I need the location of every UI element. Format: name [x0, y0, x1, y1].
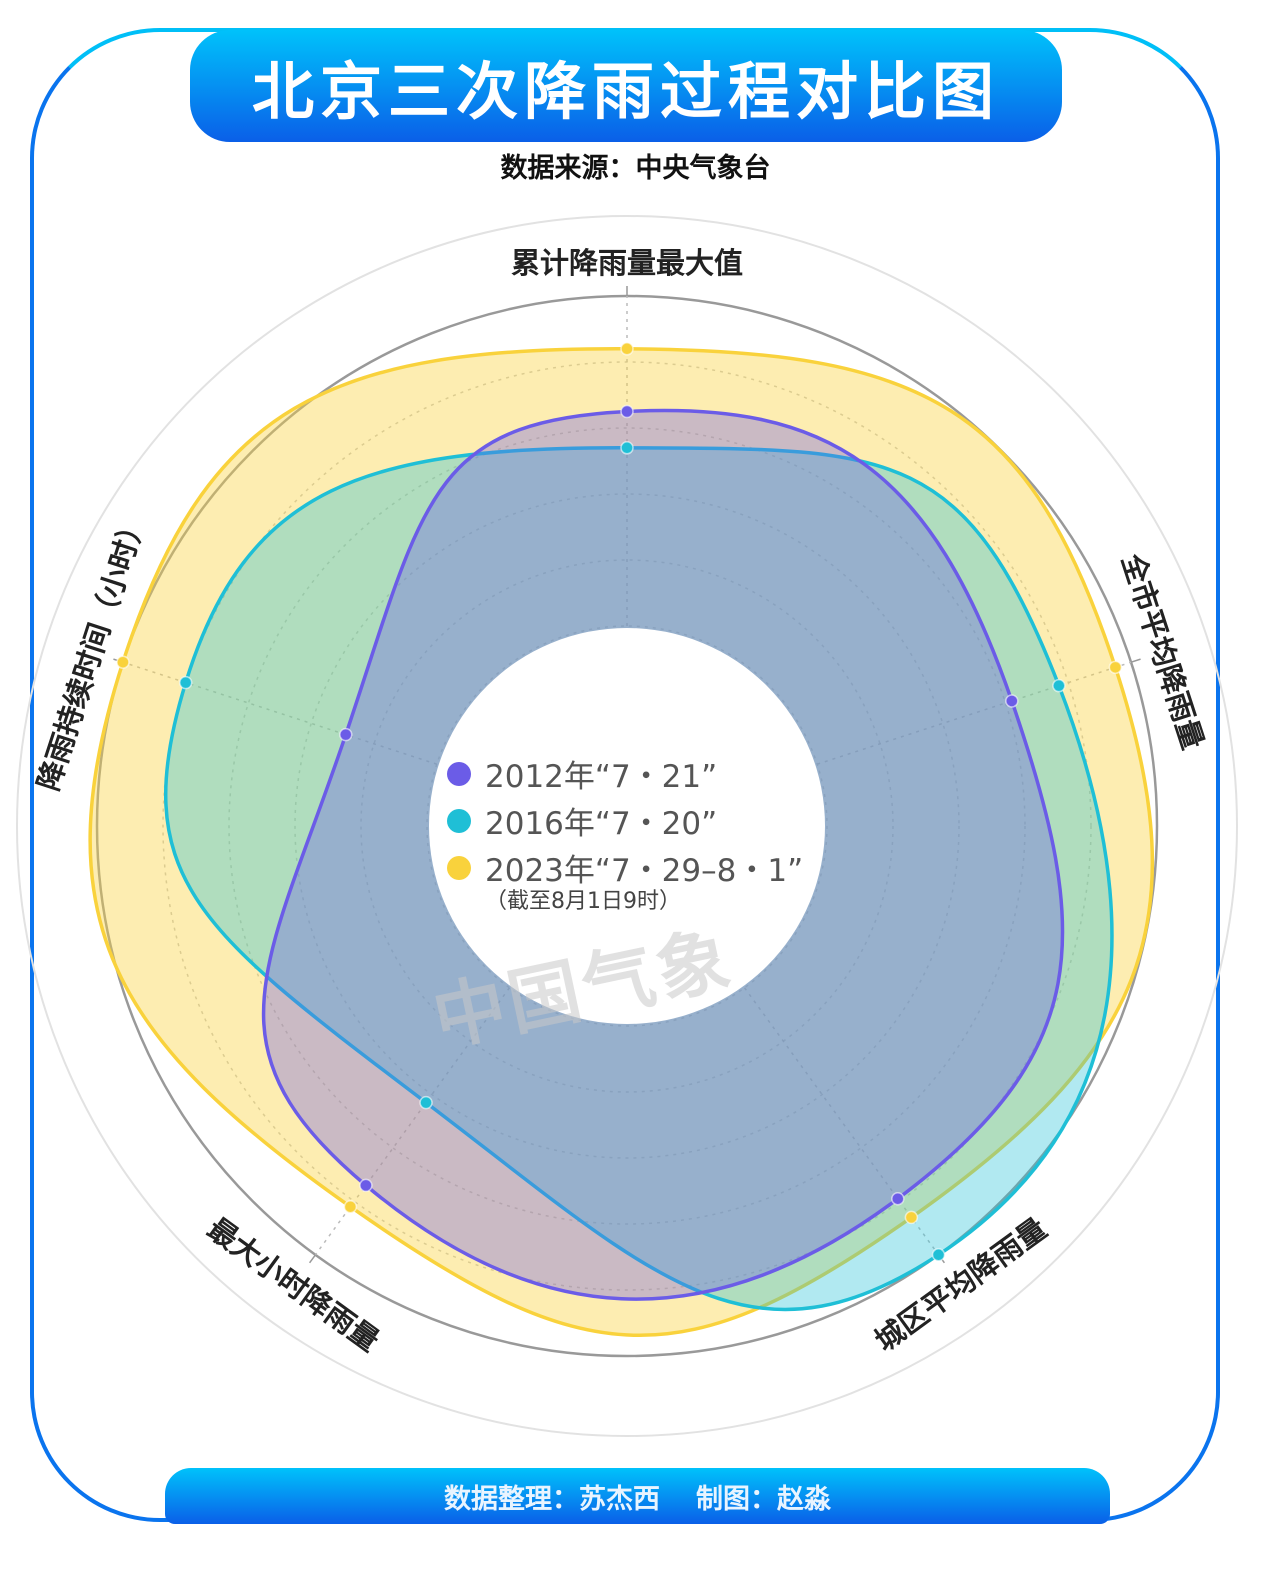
legend-item-2023: 2023年“7・29–8・1” [447, 844, 803, 891]
outer-ring [16, 215, 1238, 1437]
grid-ring [360, 559, 894, 1093]
legend-dot-2016 [447, 808, 471, 833]
legend: 2012年“7・21” 2016年“7・20” 2023年“7・29–8・1” … [447, 750, 803, 915]
data-point-2-3 [343, 1199, 358, 1214]
data-point-0-1 [1005, 694, 1019, 708]
grid-ring [228, 427, 1026, 1225]
legend-item-2016: 2016年“7・20” [447, 797, 803, 844]
data-point-2-1 [1108, 660, 1123, 675]
data-point-0-0 [620, 404, 634, 419]
data-point-1-4 [178, 675, 193, 690]
data-point-0-4 [339, 727, 353, 742]
data-credit: 数据整理：苏杰西 [444, 1483, 660, 1515]
legend-label-2012: 2012年“7・21” [485, 759, 718, 795]
chart-title: 北京三次降雨过程对比图 [251, 55, 1000, 128]
data-source: 数据来源：中央气象台 [500, 153, 771, 184]
data-point-0-2 [891, 1191, 905, 1206]
data-point-1-3 [419, 1095, 433, 1110]
legend-label-2016: 2016年“7・20” [485, 806, 718, 842]
legend-note-2023: （截至8月1日9时） [485, 889, 681, 914]
axis-line [122, 661, 438, 765]
data-point-2-2 [904, 1210, 919, 1225]
legend-item-2012: 2012年“7・21” [447, 750, 803, 797]
data-point-2-0 [620, 342, 634, 356]
legend-label-2023: 2023年“7・29–8・1” [485, 853, 804, 889]
center-hole [429, 628, 825, 1024]
grid-ring [294, 493, 960, 1159]
legend-dot-2012 [447, 761, 471, 786]
axis-line [816, 661, 1132, 765]
axis-line [743, 987, 940, 1256]
data-point-1-0 [620, 441, 634, 455]
axis-label-0: 累计降雨量最大值 [511, 246, 744, 280]
axis-tick [308, 1254, 317, 1264]
title-banner: 北京三次降雨过程对比图 [190, 30, 1062, 142]
axis-tick [1130, 658, 1141, 663]
data-point-0-3 [359, 1178, 373, 1193]
data-point-1-1 [1052, 678, 1066, 693]
data-point-1-2 [931, 1248, 946, 1262]
footer-banner: 数据整理：苏杰西 制图：赵淼 [165, 1468, 1110, 1524]
legend-dot-2023 [447, 855, 471, 880]
chart-credit: 制图：赵淼 [696, 1483, 831, 1515]
data-point-2-4 [116, 655, 130, 669]
grid-ring-inner [426, 625, 828, 1027]
